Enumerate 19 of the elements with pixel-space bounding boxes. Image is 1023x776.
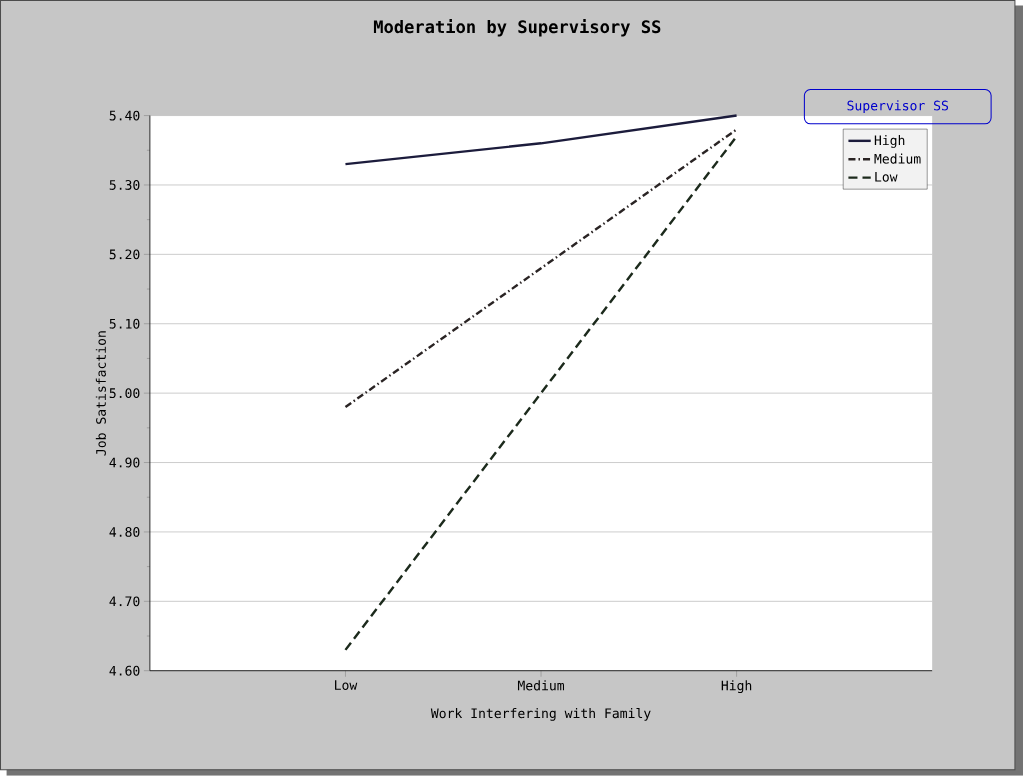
y-tick-label: 5.40 — [109, 110, 140, 121]
x-tick-label: High — [721, 680, 752, 694]
chart-title: Moderation by Supervisory SS — [373, 19, 661, 37]
y-tick-label: 5.10 — [109, 318, 140, 329]
y-tick-label: 4.60 — [109, 665, 140, 676]
legend-label: Low — [875, 172, 898, 182]
legend-title: Supervisor SS — [847, 100, 949, 114]
y-tick-label: 5.30 — [109, 180, 140, 191]
y-tick-label: 5.00 — [109, 388, 140, 399]
y-tick-label: 4.90 — [109, 457, 140, 468]
legend-label: High — [874, 135, 905, 149]
y-tick-label: 4.80 — [109, 527, 140, 538]
x-tick-label: Low — [335, 680, 358, 691]
x-axis-title: Work Interfering with Family — [430, 708, 651, 721]
x-tick-label: Medium — [517, 680, 565, 691]
legend-label: Medium — [874, 153, 921, 164]
y-tick-label: 5.20 — [109, 249, 140, 260]
y-axis-title: Job Satisfaction — [95, 331, 106, 456]
y-tick-label: 4.70 — [109, 596, 140, 607]
